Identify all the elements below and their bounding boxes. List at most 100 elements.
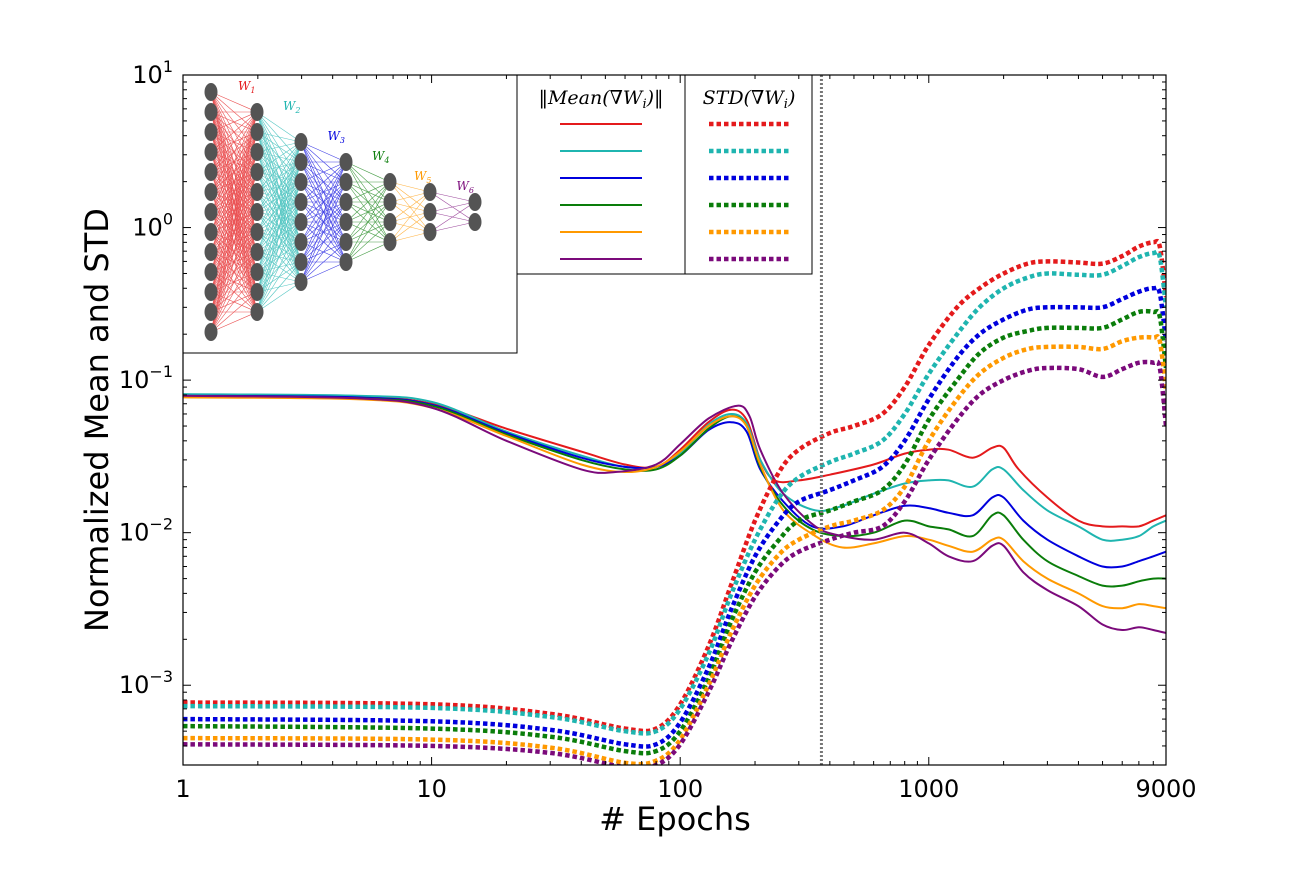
inset-neuron xyxy=(423,223,437,241)
inset-edge xyxy=(256,161,302,313)
inset-neuron xyxy=(339,233,353,251)
inset-neuron xyxy=(294,253,308,271)
inset-neuron xyxy=(383,213,397,231)
inset-neuron xyxy=(383,233,397,251)
inset-edge xyxy=(300,161,347,243)
legend-mean-box xyxy=(516,74,686,275)
y-tick-label: 10−2 xyxy=(119,515,173,547)
inset-edge xyxy=(300,221,347,283)
inset-neuron xyxy=(339,253,353,271)
inset-neuron xyxy=(294,133,308,151)
legend-std-title: STD(∇Wi) xyxy=(703,87,796,112)
inset-neuron xyxy=(294,233,308,251)
series-line-mean-w3 xyxy=(183,394,1166,569)
inset-edge xyxy=(345,181,391,223)
y-tick-label: 10−3 xyxy=(119,667,173,699)
inset-neuron xyxy=(204,143,218,161)
inset-edge xyxy=(210,191,258,333)
inset-neuron xyxy=(294,153,308,171)
series-line-mean-w2 xyxy=(183,393,1166,542)
inset-edge xyxy=(256,281,302,313)
inset-edge xyxy=(256,261,302,313)
y-tick-label: 100 xyxy=(132,210,173,242)
inset-edge xyxy=(429,201,476,213)
inset-neuron xyxy=(204,243,218,261)
inset-edge xyxy=(210,311,258,333)
y-tick-label: 10−1 xyxy=(119,362,173,394)
inset-edge xyxy=(389,211,431,243)
inset-neuron xyxy=(423,203,437,221)
series-line-mean-w4 xyxy=(183,395,1166,588)
inset-neuron xyxy=(339,173,353,191)
inset-neuron xyxy=(468,213,482,231)
inset-neuron xyxy=(250,123,264,141)
inset-weight-label: W5 xyxy=(414,169,431,185)
legend-std-box xyxy=(684,74,813,275)
inset-neuron xyxy=(204,283,218,301)
inset-edges-layer-1 xyxy=(210,91,258,333)
inset-edge xyxy=(300,181,347,283)
inset-neuron xyxy=(339,213,353,231)
inset-edge xyxy=(345,181,391,243)
series-line-std-w1 xyxy=(183,238,1166,734)
inset-frame xyxy=(182,74,518,354)
inset-edge xyxy=(389,191,431,203)
x-tick-label: 10 xyxy=(416,775,447,803)
legend-mean-title: ‖Mean(∇Wi)‖ xyxy=(538,87,663,112)
inset-edge xyxy=(256,141,302,233)
inset-neuron xyxy=(250,183,264,201)
inset-edge xyxy=(300,201,347,283)
inset-edge xyxy=(345,181,391,263)
series-line-std-w3 xyxy=(183,285,1166,749)
inset-neuron xyxy=(339,153,353,171)
inset-neuron xyxy=(250,243,264,261)
inset-edge xyxy=(300,161,347,263)
inset-edge xyxy=(345,201,391,263)
inset-edge xyxy=(210,151,258,333)
inset-edge xyxy=(210,91,258,113)
inset-edge xyxy=(389,191,431,243)
inset-neuron xyxy=(204,203,218,221)
series-line-mean-w1 xyxy=(183,393,1166,528)
inset-edge xyxy=(210,231,258,333)
inset-edge xyxy=(300,141,347,163)
inset-neuron xyxy=(250,143,264,161)
series-line-std-w5 xyxy=(183,334,1166,765)
inset-neuron xyxy=(204,123,218,141)
inset-edge xyxy=(345,161,391,183)
inset-edges-layer-3 xyxy=(300,141,347,283)
x-tick-label: 1000 xyxy=(898,775,959,803)
inset-neuron xyxy=(383,193,397,211)
inset-neuron xyxy=(204,83,218,101)
inset-edge xyxy=(210,171,258,333)
inset-neuron xyxy=(294,173,308,191)
inset-edge xyxy=(256,221,302,313)
inset-edge xyxy=(345,221,391,263)
inset-neuron xyxy=(204,303,218,321)
inset-edge xyxy=(256,141,302,193)
series-line-std-w4 xyxy=(183,308,1166,756)
inset-edges-layer-6 xyxy=(429,191,476,233)
inset-edge xyxy=(300,161,347,203)
inset-edge xyxy=(256,201,302,313)
axis-ticks: 1 10 100 1000 9000 10−3 10−2 10−1 100 101 xyxy=(119,57,1197,803)
inset-edge xyxy=(256,141,302,173)
inset-neuron xyxy=(383,173,397,191)
inset-neuron xyxy=(294,273,308,291)
inset-neuron xyxy=(423,183,437,201)
inset-weight-label: W6 xyxy=(457,179,474,195)
inset-edge xyxy=(256,141,302,293)
series-line-std-w2 xyxy=(183,249,1166,736)
inset-edge xyxy=(300,161,347,223)
x-tick-label: 100 xyxy=(657,775,703,803)
inset-edge xyxy=(210,111,258,133)
inset-weight-label: W2 xyxy=(283,99,300,115)
inset-edge xyxy=(256,111,302,143)
inset-edge xyxy=(256,141,302,153)
inset-edge xyxy=(256,241,302,313)
inset-edge xyxy=(256,131,302,143)
inset-edge xyxy=(210,111,258,293)
inset-edge xyxy=(300,161,347,283)
